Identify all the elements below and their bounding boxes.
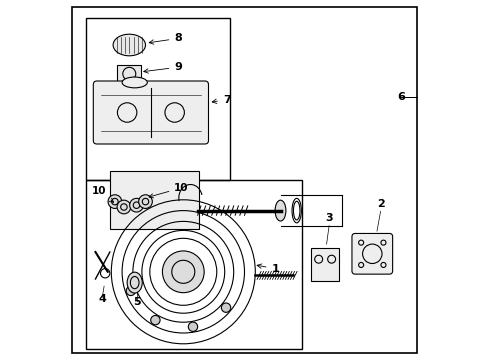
Circle shape <box>126 286 135 296</box>
Text: 3: 3 <box>325 213 332 224</box>
Text: 2: 2 <box>376 199 384 209</box>
Circle shape <box>139 195 152 208</box>
Ellipse shape <box>127 272 142 293</box>
Text: 8: 8 <box>149 33 182 44</box>
Circle shape <box>162 251 204 293</box>
Circle shape <box>188 322 197 332</box>
Text: 10: 10 <box>149 183 188 198</box>
Text: 10: 10 <box>91 186 114 202</box>
Text: 6: 6 <box>396 92 404 102</box>
Circle shape <box>117 200 130 214</box>
Ellipse shape <box>122 77 147 88</box>
Text: 1: 1 <box>257 264 279 274</box>
FancyBboxPatch shape <box>351 234 392 274</box>
Circle shape <box>129 198 143 212</box>
Text: 4: 4 <box>98 294 106 305</box>
Circle shape <box>221 303 230 312</box>
FancyBboxPatch shape <box>109 171 199 229</box>
FancyBboxPatch shape <box>311 248 338 281</box>
FancyBboxPatch shape <box>93 81 208 144</box>
FancyBboxPatch shape <box>117 65 141 87</box>
Ellipse shape <box>113 34 145 56</box>
Circle shape <box>150 315 160 325</box>
Text: 5: 5 <box>132 297 140 307</box>
Circle shape <box>108 195 122 208</box>
Text: 7: 7 <box>212 95 230 105</box>
Text: 9: 9 <box>143 62 182 73</box>
Ellipse shape <box>275 200 285 221</box>
